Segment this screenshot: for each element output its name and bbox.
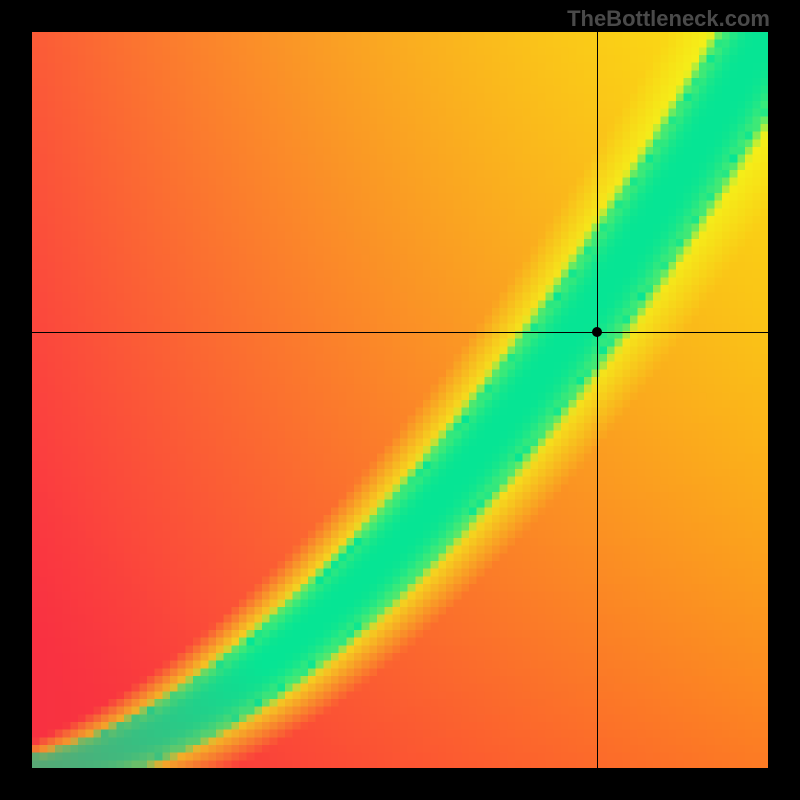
- crosshair-horizontal: [32, 332, 768, 333]
- crosshair-vertical: [597, 32, 598, 768]
- crosshair-marker: [592, 327, 602, 337]
- heatmap-plot: [32, 32, 768, 768]
- watermark-text: TheBottleneck.com: [567, 6, 770, 32]
- heatmap-canvas: [32, 32, 768, 768]
